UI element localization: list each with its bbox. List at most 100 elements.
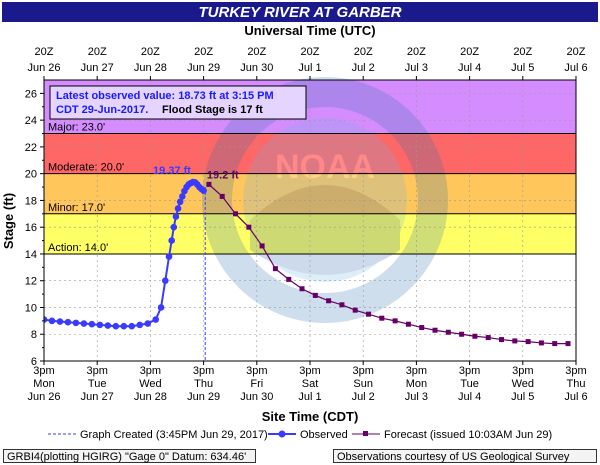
y-tick-label: 6: [31, 356, 37, 368]
observed-point: [157, 304, 165, 311]
observed-point: [168, 237, 175, 244]
threshold-label: Action: 14.0': [48, 242, 108, 254]
forecast-point: [538, 340, 544, 346]
noaa-watermark-logo: NOAA: [202, 77, 448, 323]
legend-graph-created: Graph Created (3:45PM Jun 29, 2017): [80, 429, 268, 441]
observed-series: [44, 178, 207, 330]
bottom-tick-label: Jun 26: [27, 391, 60, 403]
forecast-point: [299, 286, 305, 292]
y-axis: 6 8 10 12 14 16 18 20 22 24 26: [25, 88, 44, 368]
bottom-tick-label: Jul 5: [511, 391, 534, 403]
observed-point: [64, 318, 72, 326]
threshold-lines: Action: 14.0' Minor: 17.0' Moderate: 20.0'…: [44, 122, 576, 255]
bottom-tick-label: Jun 29: [187, 391, 220, 403]
observed-point: [104, 322, 112, 329]
bottom-tick-label: 3pm: [299, 365, 320, 377]
bottom-tick-label: Jul 1: [298, 391, 321, 403]
observed-point: [44, 316, 48, 323]
bottom-tick-label: 3pm: [246, 365, 267, 377]
observed-point: [72, 319, 80, 327]
forecast-point: [565, 341, 571, 347]
top-tick-label: 20Z: [301, 46, 320, 58]
bottom-tick-label: Thu: [194, 378, 213, 390]
top-tick-date: Jul 4: [458, 62, 481, 74]
top-tick-date: Jul 1: [298, 62, 321, 74]
top-tick-date: Jun 29: [187, 62, 220, 74]
top-axis: 20Z Jun 26 20Z Jun 27 20Z Jun 28 20Z Jun 29 20Z J…: [27, 46, 588, 80]
forecast-point: [405, 321, 411, 327]
top-axis-title: Universal Time (UTC): [244, 23, 375, 38]
bottom-tick-label: Jun 30: [240, 391, 273, 403]
bottom-tick-label: Tue: [88, 378, 107, 390]
top-tick-date: Jun 30: [240, 62, 273, 74]
forecast-point: [233, 211, 239, 217]
title-bar: [2, 2, 598, 22]
footer-datum: GRBI4(plotting HGIRG) "Gage 0" Datum: 63…: [3, 449, 256, 463]
y-tick-label: 16: [25, 222, 37, 234]
legend-forecast-marker: [363, 431, 368, 436]
observed-point: [165, 253, 173, 260]
y-tick-label: 26: [25, 88, 37, 100]
legend: Graph Created (3:45PM Jun 29, 2017) Obse…: [48, 429, 552, 441]
y-axis-label: Stage (ft): [1, 193, 16, 249]
legend-forecast: Forecast (issued 10:03AM Jun 29): [384, 429, 552, 441]
observed-point: [144, 320, 152, 327]
y-tick-label: 10: [25, 302, 37, 314]
forecast-point: [339, 302, 345, 308]
top-tick-label: 20Z: [194, 46, 213, 58]
peak-annotations: 19.37 ft 19.2 ft: [153, 165, 239, 181]
bottom-tick-label: Sat: [302, 378, 319, 390]
threshold-label: Moderate: 20.0': [48, 162, 124, 174]
bottom-tick-label: Jun 27: [81, 391, 114, 403]
bottom-tick-label: Jul 6: [564, 391, 587, 403]
top-tick-date: Jun 27: [81, 62, 114, 74]
flood-stage-text: Flood Stage is 17 ft: [162, 104, 263, 116]
forecast-point: [206, 181, 212, 187]
svg-text:NOAA: NOAA: [275, 148, 375, 186]
bottom-tick-label: 3pm: [352, 365, 373, 377]
top-tick-date: Jul 6: [564, 62, 587, 74]
forecast-point: [366, 311, 372, 317]
forecast-point: [485, 335, 491, 341]
top-tick-label: 20Z: [460, 46, 479, 58]
observed-point: [48, 317, 56, 325]
forecast-point: [459, 331, 465, 337]
observed-point: [80, 320, 88, 327]
bottom-tick-label: Mon: [33, 378, 54, 390]
observed-point: [161, 277, 169, 285]
top-tick-date: Jul 2: [352, 62, 375, 74]
latest-observed-line1: Latest observed value: 18.73 ft at 3:15 …: [56, 90, 274, 102]
forecast-point: [432, 327, 438, 333]
legend-observed: Observed: [300, 429, 348, 441]
forecast-point: [419, 325, 425, 331]
bottom-tick-label: Jul 3: [405, 391, 428, 403]
observed-point: [88, 320, 96, 328]
forecast-point: [352, 307, 358, 313]
bottom-tick-label: 3pm: [512, 365, 533, 377]
bottom-tick-label: Jul 2: [352, 391, 375, 403]
forecast-series: [206, 181, 571, 347]
observed-peak-label: 19.37 ft: [153, 165, 191, 177]
bottom-tick-label: Wed: [512, 378, 534, 390]
top-tick-label: 20Z: [354, 46, 373, 58]
y-tick-label: 22: [25, 142, 37, 154]
bottom-tick-label: 3pm: [86, 365, 107, 377]
forecast-point: [272, 266, 278, 272]
forecast-point: [392, 318, 398, 324]
bottom-tick-label: 3pm: [459, 365, 480, 377]
observed-point: [174, 205, 182, 212]
observed-point: [200, 187, 207, 194]
forecast-point: [246, 224, 252, 230]
legend-observed-marker: [278, 430, 286, 438]
top-tick-date: Jun 26: [27, 62, 60, 74]
observed-point: [179, 193, 186, 200]
threshold-label: Major: 23.0': [48, 122, 105, 134]
forecast-point: [552, 341, 558, 347]
forecast-point: [259, 243, 265, 249]
top-tick-label: 20Z: [247, 46, 266, 58]
observed-point: [176, 198, 184, 206]
bottom-tick-label: Mon: [406, 378, 427, 390]
top-tick-label: 20Z: [141, 46, 160, 58]
top-tick-label: 20Z: [567, 46, 586, 58]
